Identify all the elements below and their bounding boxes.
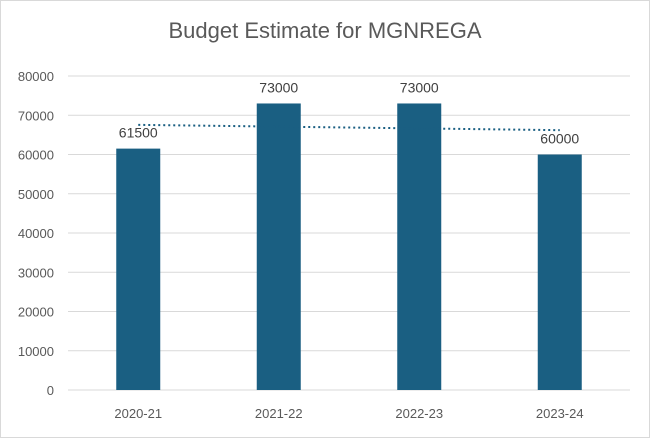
- y-tick-label: 20000: [18, 305, 54, 320]
- y-tick-label: 60000: [18, 148, 54, 163]
- bar: [397, 103, 442, 390]
- bar: [256, 103, 301, 390]
- data-labels: 61500 73000 73000 60000: [119, 79, 580, 146]
- y-tick-label: 80000: [18, 69, 54, 84]
- y-tick-label: 0: [47, 383, 54, 398]
- y-tick-label: 30000: [18, 265, 54, 280]
- y-tick-label: 70000: [18, 108, 54, 123]
- x-axis-tick-labels: 2020-21 2021-22 2022-23 2023-24: [114, 406, 583, 421]
- x-tick-label: 2021-22: [255, 406, 303, 421]
- data-label: 73000: [400, 79, 439, 95]
- bar: [537, 154, 582, 390]
- x-tick-label: 2020-21: [114, 406, 162, 421]
- data-label: 60000: [540, 131, 579, 147]
- bars: [116, 103, 582, 390]
- trendline-layer: [138, 123, 560, 132]
- y-tick-label: 40000: [18, 226, 54, 241]
- x-tick-label: 2023-24: [536, 406, 584, 421]
- data-label: 61500: [119, 125, 158, 141]
- data-label: 73000: [259, 79, 298, 95]
- bar: [116, 148, 161, 390]
- trendline: [138, 123, 560, 132]
- y-axis-tick-labels: 0 10000 20000 30000 40000 50000 60000 70000 8000…: [18, 69, 54, 398]
- x-tick-label: 2022-23: [395, 406, 443, 421]
- y-tick-label: 10000: [18, 344, 54, 359]
- y-tick-label: 50000: [18, 187, 54, 202]
- chart-title: Budget Estimate for MGNREGA: [168, 18, 482, 43]
- gridlines: [68, 75, 630, 391]
